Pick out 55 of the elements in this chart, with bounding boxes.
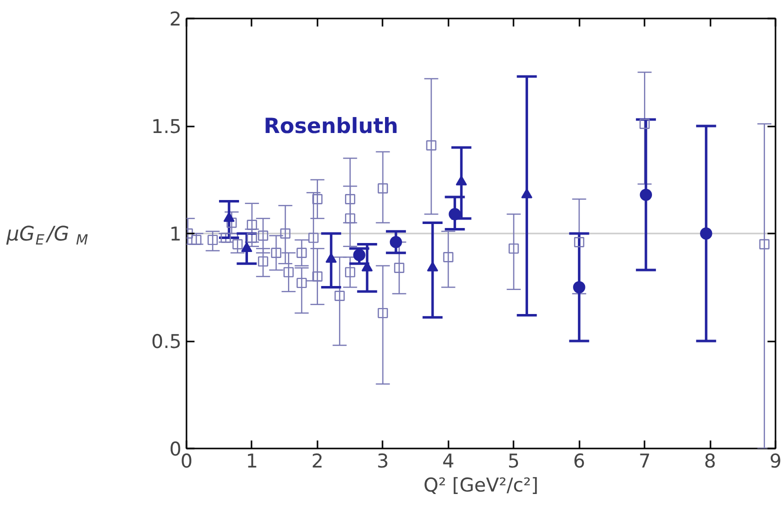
point: [258, 230, 268, 241]
x-tick-label: 5: [508, 450, 520, 472]
point: [241, 242, 252, 252]
point: [312, 271, 322, 282]
point: [271, 248, 282, 258]
point: [345, 267, 356, 278]
point: [640, 188, 652, 201]
point: [378, 183, 388, 194]
x-tick-label: 3: [376, 450, 389, 472]
point: [700, 227, 712, 240]
point: [208, 234, 218, 246]
point: [258, 256, 268, 267]
point: [508, 243, 519, 254]
point: [246, 220, 258, 230]
point: [394, 262, 404, 273]
x-tick-label: 4: [442, 450, 454, 472]
x-tick-label: 8: [704, 450, 716, 472]
point: [223, 212, 235, 222]
point: [521, 188, 532, 198]
point: [345, 194, 356, 204]
point: [334, 290, 345, 301]
point: [390, 236, 402, 248]
point: [573, 281, 586, 294]
point: [283, 267, 294, 278]
point: [426, 262, 438, 272]
point: [456, 176, 467, 186]
x-axis-title: Q² [GeV²/c²]: [424, 474, 538, 496]
point: [326, 252, 337, 263]
x-tick-label: 9: [769, 450, 782, 472]
x-tick-label: 1: [246, 450, 258, 472]
point: [353, 248, 366, 262]
y-tick-label: 1: [169, 224, 182, 246]
y-tick-label: 0.5: [151, 331, 182, 353]
x-tick-label: 2: [311, 450, 324, 472]
point: [246, 232, 258, 243]
x-tick-label: 7: [638, 450, 651, 472]
point: [280, 228, 290, 239]
y-tick-label: 1.5: [151, 116, 182, 138]
point: [574, 237, 584, 248]
point: [448, 208, 461, 220]
point: [312, 194, 322, 204]
annotation: Rosenbluth: [264, 114, 398, 138]
x-tick-label: 6: [573, 450, 586, 472]
point: [345, 213, 356, 224]
point: [378, 308, 388, 318]
point: [296, 278, 307, 288]
y-tick-label: 2: [169, 8, 182, 30]
point: [308, 232, 319, 243]
point: [640, 118, 650, 129]
point: [443, 252, 454, 262]
point: [426, 140, 436, 150]
point: [296, 248, 307, 258]
point: [232, 239, 243, 250]
point: [226, 218, 237, 228]
point: [759, 239, 770, 250]
